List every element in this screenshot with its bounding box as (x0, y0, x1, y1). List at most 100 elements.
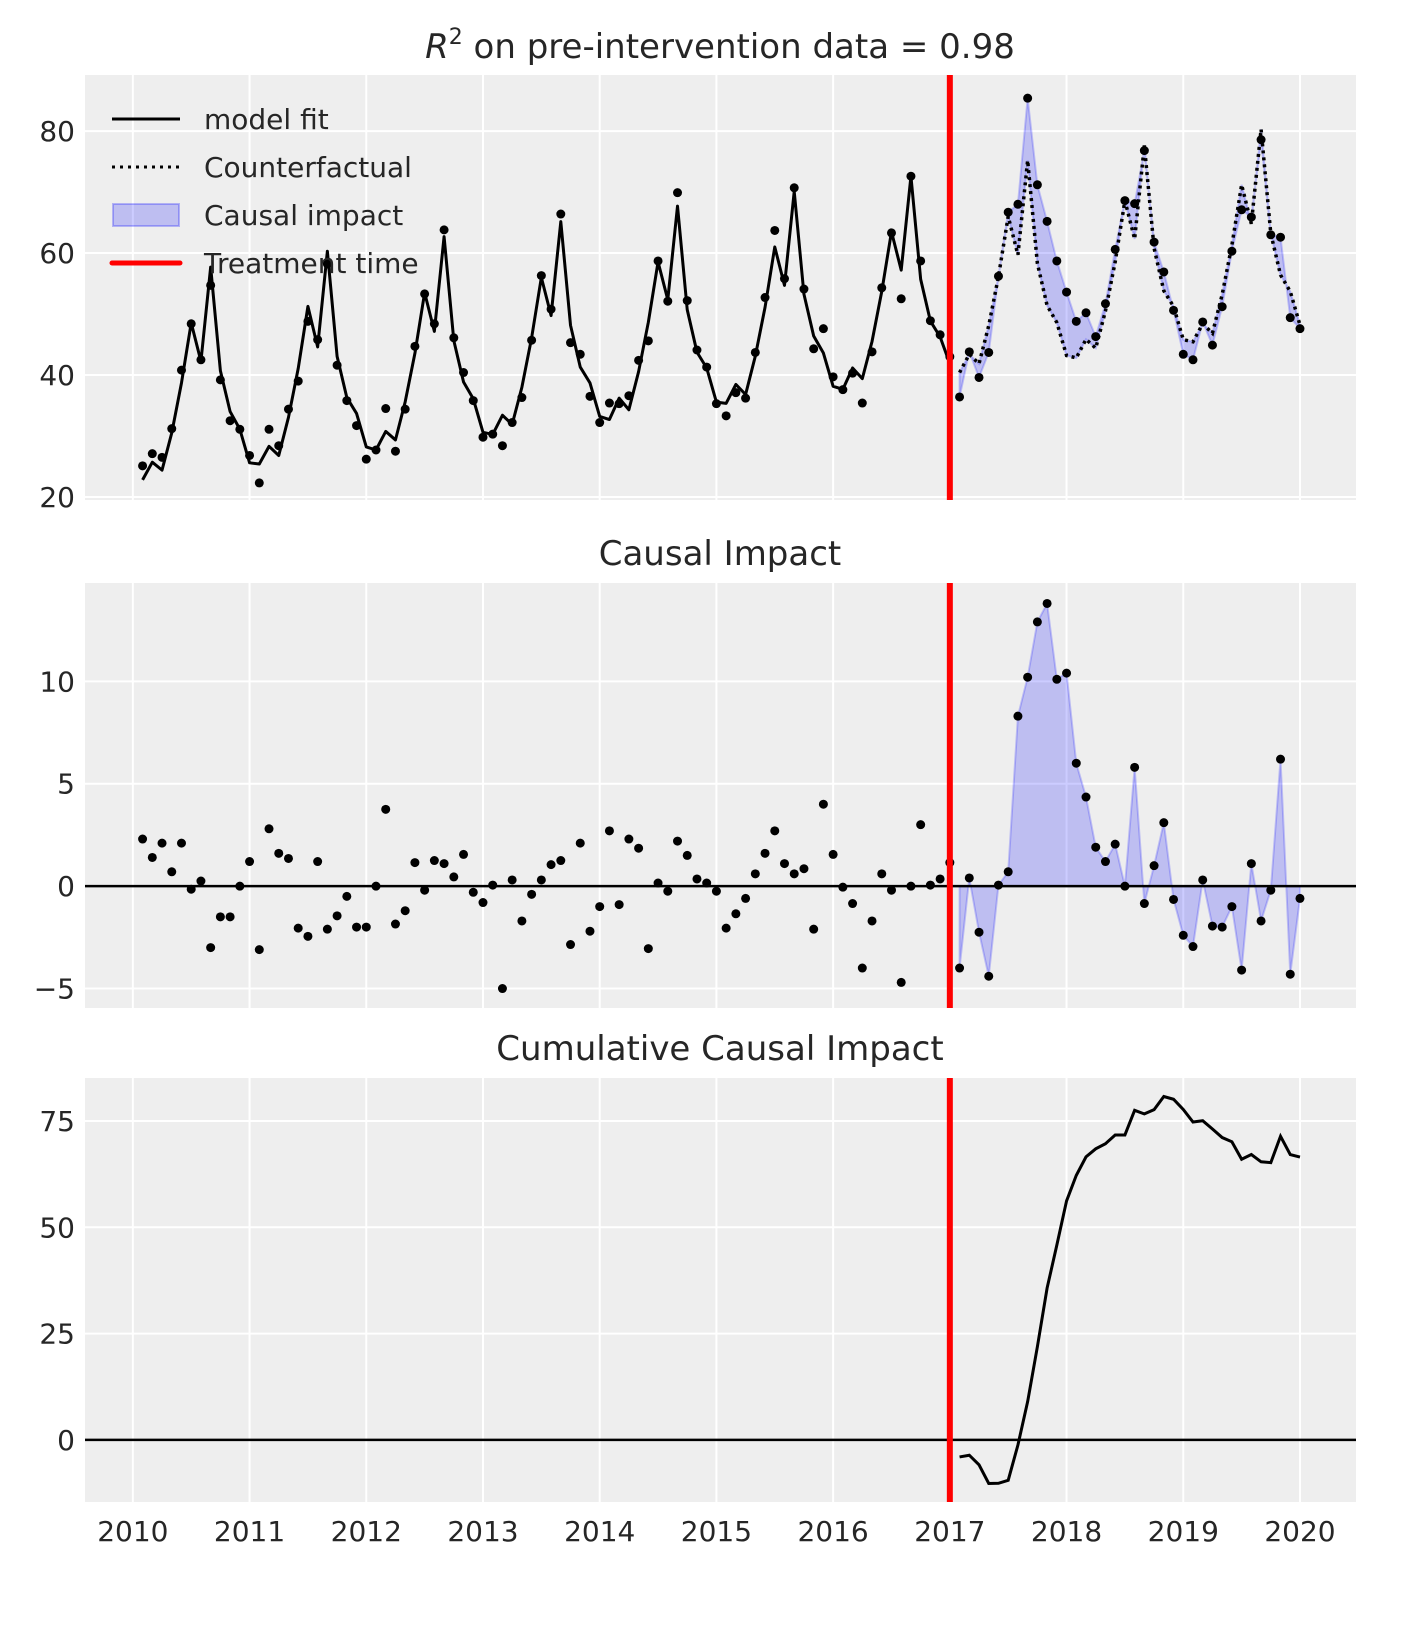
observed-point (1091, 332, 1101, 342)
observed-point (322, 259, 332, 269)
observed-point (556, 209, 566, 219)
impact-point (478, 898, 488, 908)
observed-point (235, 424, 245, 434)
impact-point (410, 858, 420, 868)
observed-point (468, 396, 478, 406)
x-tick-label: 2010 (97, 1515, 168, 1548)
impact-point (322, 924, 332, 934)
impact-point (770, 826, 780, 836)
observed-point (867, 347, 877, 357)
y-tick-label: 0 (57, 870, 75, 903)
observed-point (254, 478, 264, 488)
observed-point (459, 368, 469, 378)
impact-point (1023, 672, 1033, 682)
impact-point (517, 916, 527, 926)
observed-point (1149, 237, 1159, 247)
impact-point (1207, 921, 1217, 931)
impact-point (1159, 818, 1169, 828)
observed-point (1032, 180, 1042, 190)
impact-point (955, 963, 965, 973)
observed-point (818, 324, 828, 334)
x-tick-label: 2011 (214, 1515, 285, 1548)
impact-point (206, 943, 216, 953)
y-tick-label: 50 (39, 1211, 75, 1244)
impact-point (1256, 916, 1266, 926)
impact-point (867, 916, 877, 926)
observed-point (342, 396, 352, 406)
impact-point (371, 881, 381, 891)
impact-point (1139, 899, 1149, 909)
observed-point (935, 330, 945, 340)
observed-point (984, 347, 994, 357)
impact-point (147, 852, 157, 862)
impact-point (429, 856, 439, 866)
observed-point (303, 316, 313, 326)
observed-point (1276, 232, 1286, 242)
observed-point (585, 391, 595, 401)
observed-point (449, 333, 459, 343)
observed-point (993, 271, 1003, 281)
impact-point (575, 838, 585, 848)
impact-point (1062, 668, 1072, 678)
impact-point (361, 922, 371, 932)
observed-point (1052, 256, 1062, 266)
observed-point (634, 355, 644, 365)
observed-point (215, 375, 225, 385)
impact-point (1032, 617, 1042, 627)
impact-point (1169, 894, 1179, 904)
impact-point (760, 848, 770, 858)
impact-point (400, 906, 410, 916)
observed-point (264, 424, 274, 434)
y-tick-label: 5 (57, 768, 75, 801)
x-tick-label: 2017 (914, 1515, 985, 1548)
observed-point (371, 445, 381, 455)
impact-point (167, 867, 177, 877)
impact-point (741, 893, 751, 903)
impact-point (274, 848, 284, 858)
impact-point (604, 826, 614, 836)
impact-point (439, 859, 449, 869)
impact-point (332, 911, 342, 921)
observed-point (750, 347, 760, 357)
observed-point (838, 385, 848, 395)
title-r-symbol: R (425, 27, 449, 67)
observed-point (1120, 196, 1130, 206)
impact-point (303, 931, 313, 941)
observed-point (906, 171, 916, 181)
observed-point (527, 335, 537, 345)
impact-point (673, 836, 683, 846)
impact-point (682, 850, 692, 860)
title-rest: on pre-intervention data = 0.98 (463, 27, 1015, 67)
observed-point (381, 404, 391, 414)
y-tick-label: 80 (39, 115, 75, 148)
impact-point (293, 923, 303, 933)
observed-point (313, 335, 323, 345)
observed-point (488, 429, 498, 439)
impact-point (799, 864, 809, 874)
impact-point (566, 940, 576, 950)
observed-point (857, 398, 867, 408)
observed-point (643, 336, 653, 346)
legend-counterfactual-label: Counterfactual (204, 151, 412, 184)
impact-point (789, 869, 799, 879)
observed-point (1023, 93, 1033, 103)
impact-point (176, 838, 186, 848)
observed-point (1246, 212, 1256, 222)
impact-point (857, 963, 867, 973)
impact-point (264, 824, 274, 834)
observed-point (916, 256, 926, 266)
observed-point (711, 399, 721, 409)
observed-point (731, 388, 741, 398)
observed-point (653, 256, 663, 266)
impact-point (984, 971, 994, 981)
impact-point (624, 834, 634, 844)
impact-point (809, 924, 819, 934)
y-tick-label: 20 (39, 481, 75, 514)
impact-point (1295, 893, 1305, 903)
observed-point (138, 461, 148, 471)
impact-point (964, 873, 974, 883)
impact-point (1276, 754, 1286, 764)
impact-point (1285, 969, 1295, 979)
model-fit-line (141, 174, 952, 481)
observed-point (848, 368, 858, 378)
